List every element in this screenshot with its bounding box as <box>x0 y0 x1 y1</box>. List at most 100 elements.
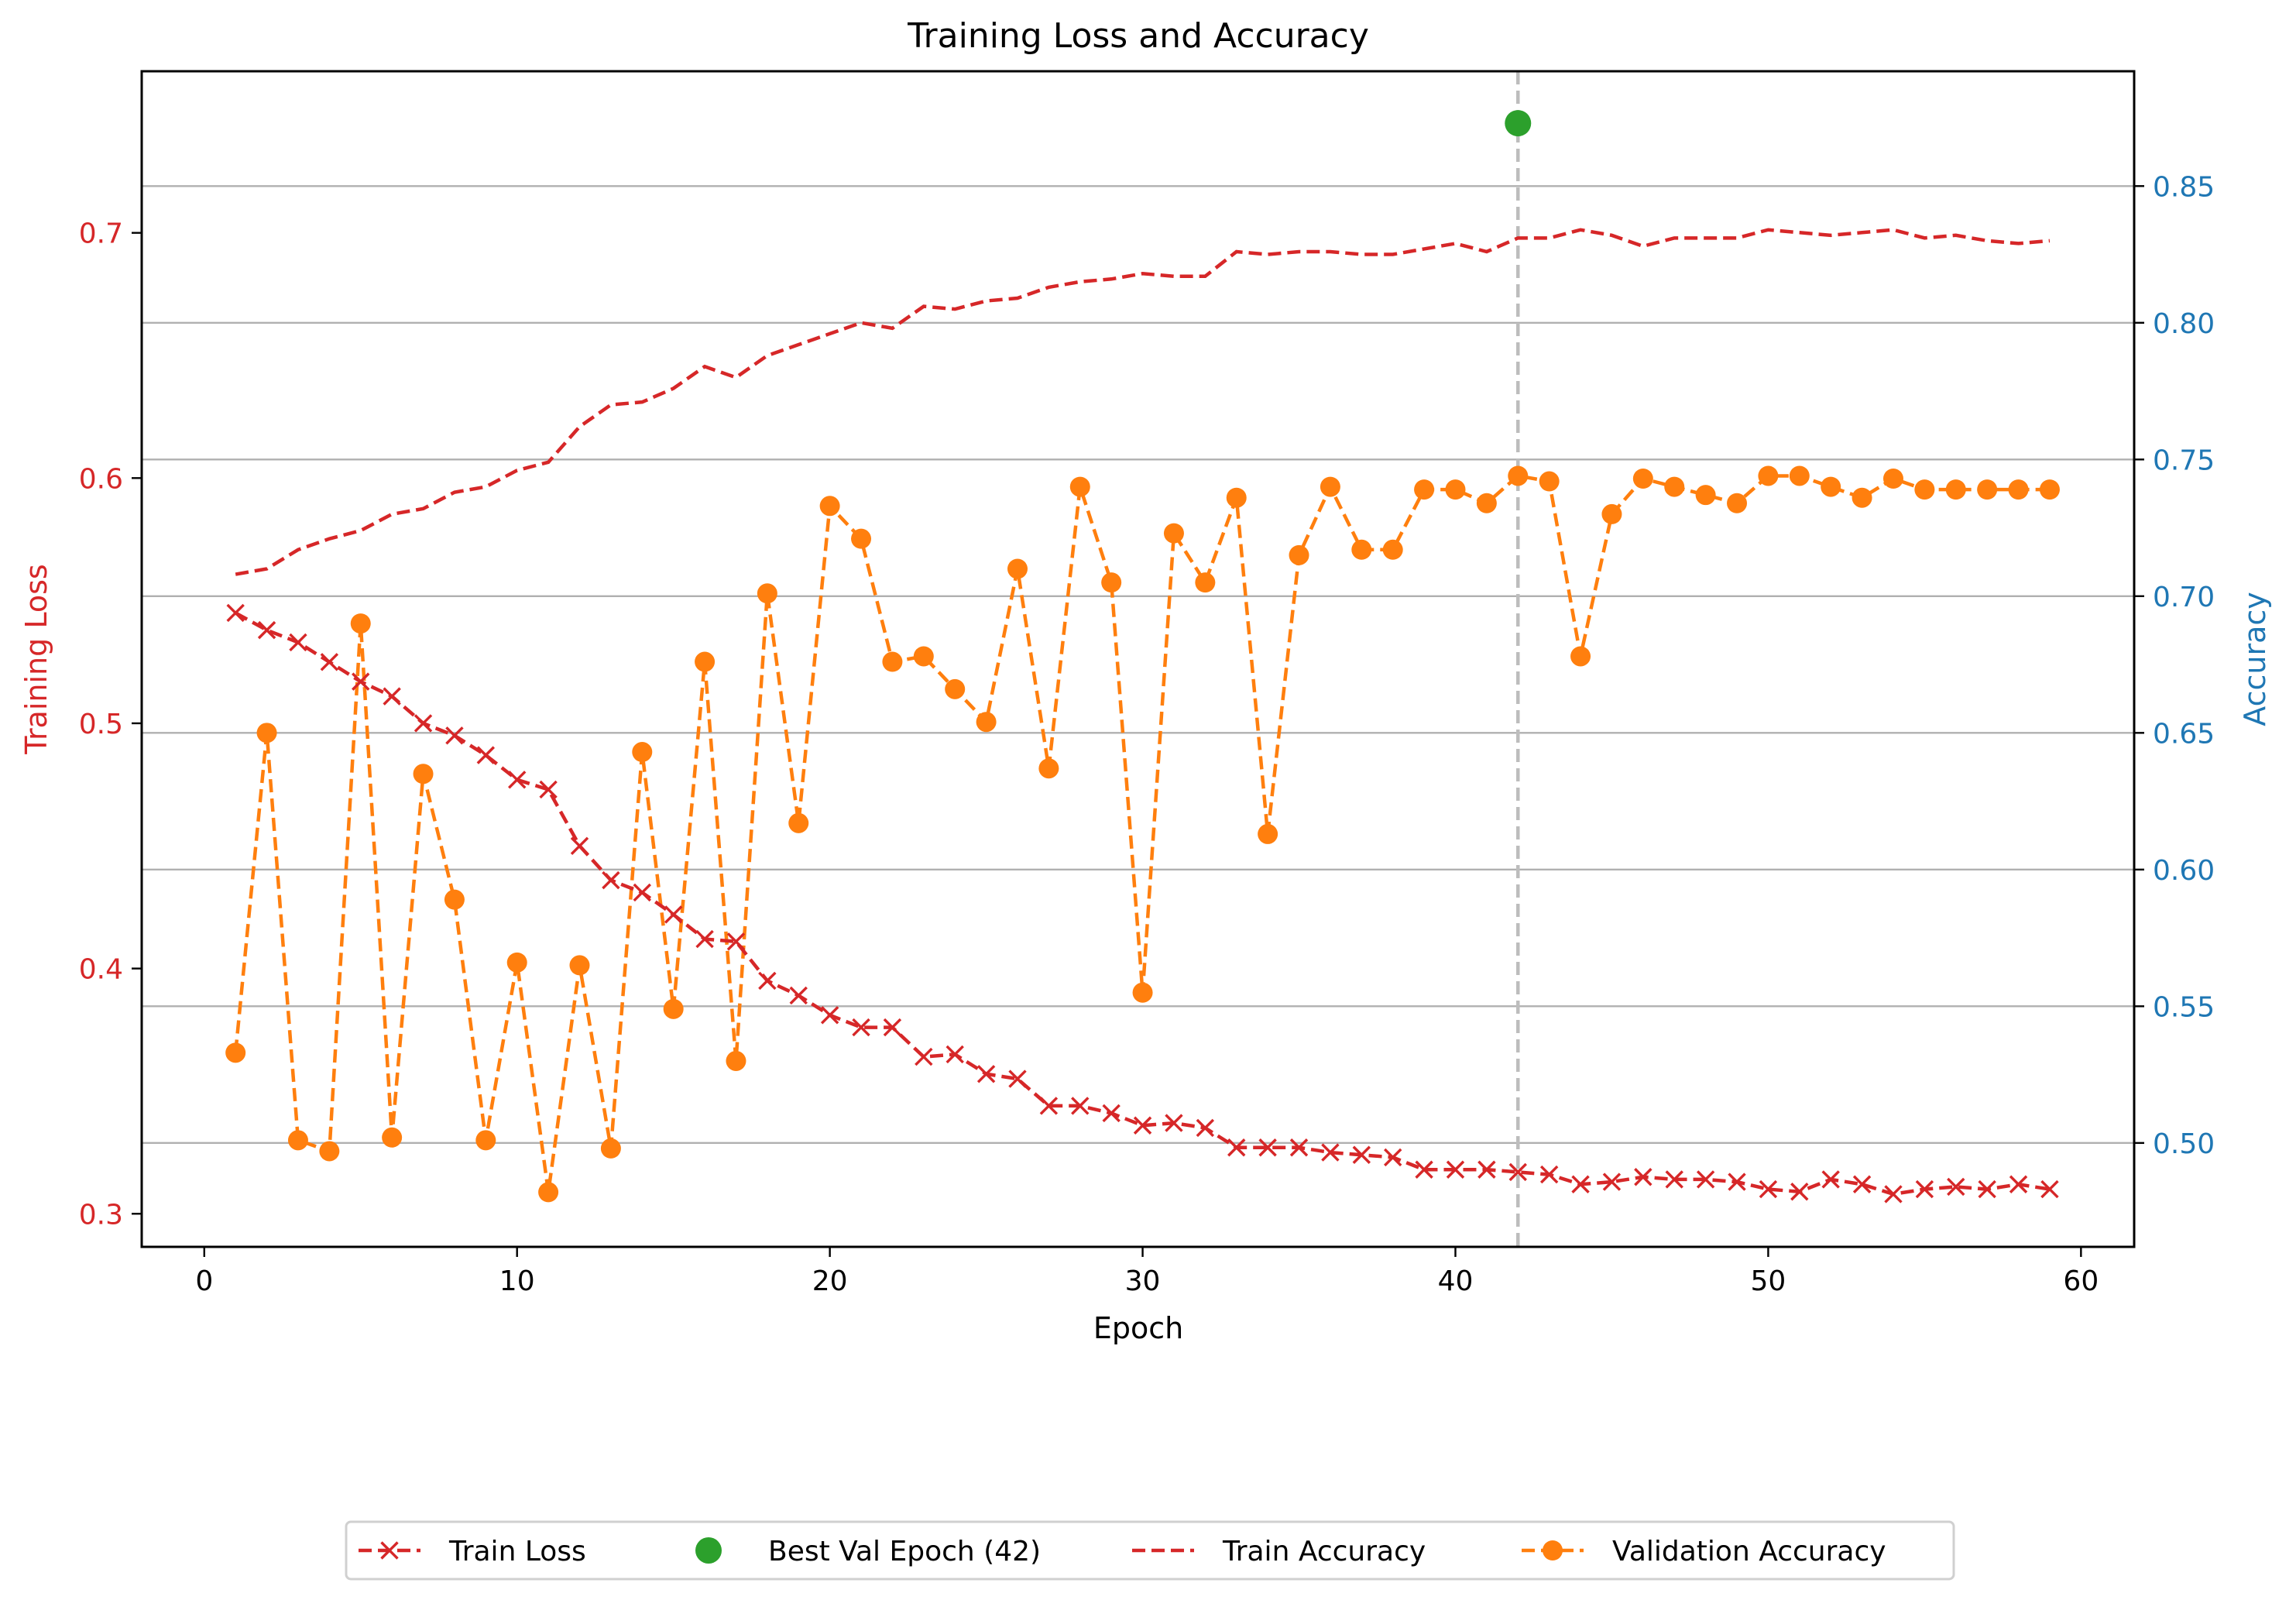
data-point <box>1165 1114 1183 1132</box>
data-point <box>1882 469 1903 489</box>
grid-lines <box>142 185 2134 1145</box>
data-point <box>913 646 934 667</box>
data-point <box>758 971 777 991</box>
data-point <box>1320 476 1340 497</box>
data-point <box>1977 479 1998 500</box>
series-validation-accuracy <box>225 465 2060 1203</box>
data-point <box>1039 1097 1059 1115</box>
data-point <box>695 651 716 672</box>
data-point <box>1101 572 1122 593</box>
y-right-tick-label: 0.65 <box>2153 718 2215 750</box>
chart-title: Training Loss and Accuracy <box>907 16 1369 56</box>
data-point <box>256 723 277 743</box>
data-point <box>1695 485 1716 506</box>
plot-area-frame <box>140 70 2136 1248</box>
data-point <box>319 1141 340 1162</box>
data-point <box>475 1130 496 1151</box>
legend-item: Best Val Epoch (42) <box>695 1536 1041 1567</box>
series-best-val-epoch-42 <box>1505 110 1532 137</box>
x-tick-label: 10 <box>499 1265 535 1297</box>
legend-marker <box>1543 1540 1563 1561</box>
data-point <box>1008 1070 1027 1088</box>
data-point <box>1196 1118 1215 1138</box>
data-point <box>1505 110 1532 137</box>
data-point <box>538 1182 559 1203</box>
data-point <box>1665 1170 1683 1189</box>
data-point <box>1508 1162 1527 1182</box>
data-point <box>1038 758 1059 779</box>
data-point <box>1446 1160 1465 1179</box>
y-left-tick-label: 0.7 <box>79 218 123 250</box>
y-right-tick-label: 0.55 <box>2153 991 2215 1023</box>
data-point <box>1195 572 1216 593</box>
data-point <box>851 528 872 549</box>
plot-series <box>225 110 2060 1203</box>
data-point <box>976 712 997 733</box>
data-point <box>946 1045 964 1064</box>
legend-label: Validation Accuracy <box>1612 1536 1886 1567</box>
y-left-tick-label: 0.3 <box>79 1199 123 1231</box>
data-point <box>789 986 808 1005</box>
data-point <box>1289 1138 1309 1157</box>
data-point <box>1539 1165 1559 1184</box>
legend-marker <box>380 1541 399 1560</box>
data-point <box>257 620 276 640</box>
data-point <box>1945 479 1966 500</box>
data-point <box>1007 558 1028 579</box>
data-point <box>1570 646 1591 667</box>
data-point <box>1759 1179 1778 1199</box>
data-point <box>226 603 245 623</box>
y-axis-right: 0.50 0.55 0.60 0.65 0.70 0.75 0.80 0.85 <box>2134 171 2215 1160</box>
data-point <box>1069 476 1090 497</box>
data-point <box>1415 1160 1433 1179</box>
series-line <box>233 474 2050 1193</box>
data-point <box>1383 1148 1402 1167</box>
data-point <box>820 1006 839 1025</box>
data-point <box>1696 1170 1715 1189</box>
data-point <box>788 812 809 833</box>
y-left-tick-label: 0.4 <box>79 954 123 986</box>
legend-label: Train Accuracy <box>1222 1536 1426 1567</box>
data-point <box>2008 479 2029 500</box>
x-tick-label: 50 <box>1751 1265 1786 1297</box>
data-point <box>945 678 966 699</box>
data-point <box>1258 1138 1277 1157</box>
data-point <box>382 1127 403 1148</box>
data-point <box>852 1018 870 1037</box>
y-axis-right-label: Accuracy <box>2238 592 2272 726</box>
y-left-tick-label: 0.5 <box>79 709 123 740</box>
legend-label: Best Val Epoch (42) <box>768 1536 1041 1567</box>
data-point <box>1601 503 1622 524</box>
data-point <box>413 764 434 785</box>
data-point <box>1352 1145 1371 1164</box>
data-point <box>663 998 684 1019</box>
data-point <box>1790 1183 1809 1201</box>
x-tick-label: 30 <box>1125 1265 1161 1297</box>
data-point <box>506 952 527 973</box>
data-point <box>1632 469 1653 489</box>
data-point <box>225 1042 246 1063</box>
legend-label: Train Loss <box>448 1536 586 1567</box>
data-point <box>1445 479 1466 500</box>
data-point <box>915 1047 933 1066</box>
data-point <box>1382 539 1403 560</box>
data-point <box>1727 493 1748 513</box>
legend-marker <box>695 1537 722 1564</box>
data-point <box>445 726 464 745</box>
data-point <box>1884 1185 1903 1203</box>
legend-frame <box>345 1520 1955 1581</box>
x-tick-label: 20 <box>812 1265 848 1297</box>
y-axis-left: 0.3 0.4 0.5 0.6 0.7 <box>79 218 142 1231</box>
data-point <box>2039 479 2060 500</box>
data-point <box>1664 476 1685 497</box>
data-point <box>695 929 714 949</box>
series-line <box>235 611 2051 1197</box>
data-point <box>600 1138 621 1159</box>
data-point <box>287 1130 308 1151</box>
chart-legend: Train Loss Best Val Epoch (42) Train Accur… <box>345 1520 1955 1581</box>
legend-item: Train Accuracy <box>1132 1536 1426 1567</box>
data-point <box>602 870 620 890</box>
data-point <box>1915 1179 1934 1199</box>
x-axis-label: Epoch <box>1093 1311 1183 1345</box>
data-point <box>726 932 746 951</box>
